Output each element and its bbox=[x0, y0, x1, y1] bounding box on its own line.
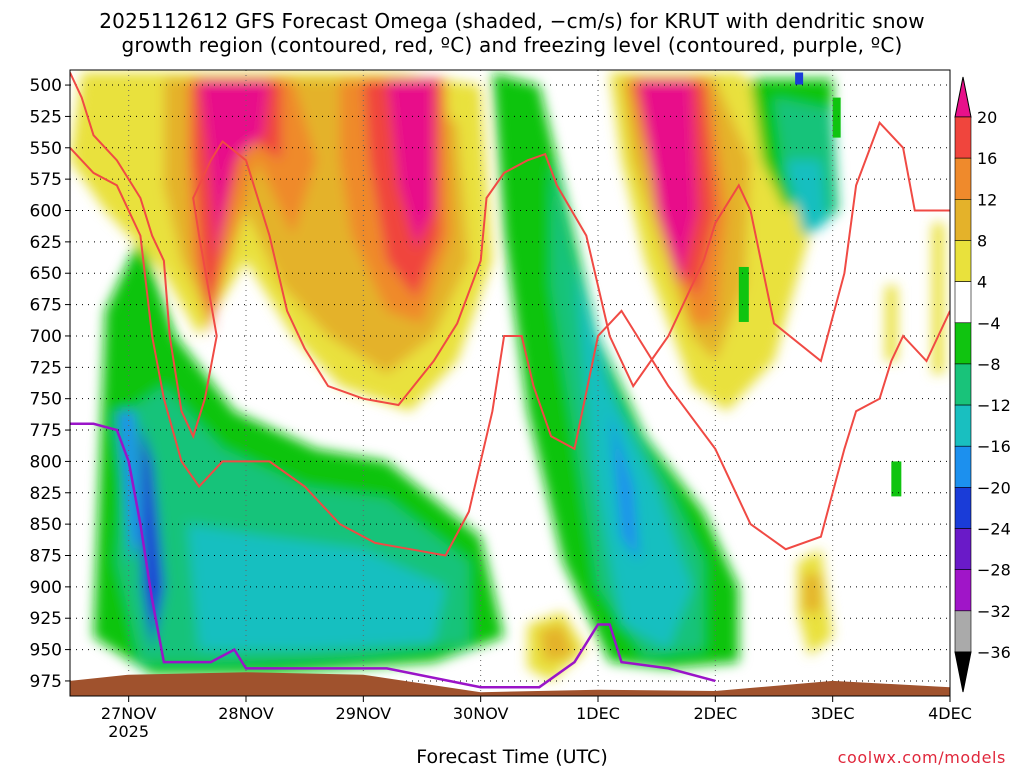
colorbar: 20 16 12 8 4 −4 −8 −12 −16 −20 −24 −28 −32 −36 bbox=[954, 76, 1011, 693]
y-tick-label-1: 525 bbox=[30, 107, 62, 127]
y-tick-label-14: 850 bbox=[30, 515, 62, 535]
y-tick-label-8: 700 bbox=[30, 327, 62, 347]
colorbar-box-3 bbox=[954, 240, 972, 282]
y-tick-label-17: 925 bbox=[30, 609, 62, 629]
colorbar-box-1 bbox=[954, 157, 972, 200]
y-tick-label-15: 875 bbox=[30, 546, 62, 566]
y-tick-label-12: 800 bbox=[30, 452, 62, 472]
y-tick-label-18: 950 bbox=[30, 641, 62, 661]
colorbar-box-8 bbox=[954, 445, 972, 488]
omega-blob-4 bbox=[140, 423, 164, 650]
x-tick-label-5: 2DEC bbox=[693, 704, 737, 723]
colorbar-tick-0: 20 bbox=[977, 108, 997, 127]
x-axis: 27NOV 28NOV 29NOV 30NOV 1DEC 2DEC 3DEC 4DEC 2025 bbox=[101, 696, 972, 741]
colorbar-tick-9: −20 bbox=[977, 478, 1011, 497]
chart-title-line2: growth region (contoured, red, ºC) and f… bbox=[121, 33, 903, 57]
colorbar-tick-12: −32 bbox=[977, 602, 1011, 621]
colorbar-top-triangle bbox=[954, 76, 972, 118]
omega-blob-21 bbox=[639, 78, 698, 286]
dendritic-contour-1 bbox=[70, 147, 950, 557]
x-tick-label-3: 30NOV bbox=[453, 704, 509, 723]
colorbar-tick-6: −8 bbox=[977, 355, 1001, 374]
omega-blob-24 bbox=[785, 160, 827, 236]
y-tick-label-9: 725 bbox=[30, 358, 62, 378]
omega-blob-11 bbox=[199, 78, 270, 261]
colorbar-tick-8: −16 bbox=[977, 437, 1011, 456]
x-tick-label-4: 1DEC bbox=[576, 704, 620, 723]
omega-shading bbox=[70, 72, 945, 681]
omega-cell-c bbox=[738, 266, 749, 322]
y-tick-label-6: 650 bbox=[30, 264, 62, 284]
colorbar-tick-10: −24 bbox=[977, 520, 1011, 539]
omega-blob-26 bbox=[539, 624, 575, 663]
x-axis-label: Forecast Time (UTC) bbox=[416, 746, 608, 768]
terrain bbox=[70, 672, 950, 696]
colorbar-box-11 bbox=[954, 569, 972, 612]
y-tick-label-5: 625 bbox=[30, 233, 62, 253]
omega-blob-12 bbox=[386, 78, 434, 249]
colorbar-tick-2: 12 bbox=[977, 190, 997, 209]
x-tick-label-6: 3DEC bbox=[811, 704, 855, 723]
x-tick-label-2: 29NOV bbox=[336, 704, 392, 723]
x-tick-label-1: 28NOV bbox=[218, 704, 274, 723]
y-tick-label-3: 575 bbox=[30, 170, 62, 190]
credit-text: coolwx.com/models bbox=[837, 748, 1006, 767]
freezing-contour bbox=[70, 422, 716, 689]
plot-frame bbox=[69, 69, 951, 697]
colorbar-box-0 bbox=[954, 116, 972, 159]
colorbar-bottom-triangle bbox=[954, 651, 972, 693]
colorbar-tick-3: 8 bbox=[977, 231, 987, 250]
omega-blob-15 bbox=[574, 260, 692, 650]
colorbar-tick-11: −28 bbox=[977, 561, 1011, 580]
y-axis: 500 525 550 575 600 625 650 675 700 725 750 775 800 8… bbox=[30, 76, 70, 692]
colorbar-box-9 bbox=[954, 487, 972, 529]
omega-blob-28 bbox=[803, 574, 821, 612]
colorbar-box-5 bbox=[954, 322, 972, 365]
omega-cell-b bbox=[832, 97, 841, 138]
x-tick-label-7: 4DEC bbox=[928, 704, 972, 723]
colorbar-tick-7: −12 bbox=[977, 396, 1011, 415]
y-tick-label-19: 975 bbox=[30, 672, 62, 692]
colorbar-tick-13: −36 bbox=[977, 643, 1011, 662]
colorbar-tick-5: −4 bbox=[977, 314, 1001, 333]
chart-title-line1: 2025112612 GFS Forecast Omega (shaded, −… bbox=[99, 9, 925, 33]
y-tick-label-10: 750 bbox=[30, 390, 62, 410]
y-tick-label-2: 550 bbox=[30, 139, 62, 159]
dendritic-contour-0 bbox=[70, 72, 950, 440]
colorbar-box-6 bbox=[954, 363, 972, 406]
y-tick-label-4: 600 bbox=[30, 202, 62, 222]
colorbar-box-7 bbox=[954, 404, 972, 447]
contours bbox=[70, 72, 950, 689]
omega-blob-29 bbox=[885, 285, 898, 361]
colorbar-box-12 bbox=[954, 610, 972, 653]
colorbar-box-10 bbox=[954, 528, 972, 570]
y-tick-label-0: 500 bbox=[30, 76, 62, 96]
y-tick-label-11: 775 bbox=[30, 421, 62, 441]
omega-cell-d bbox=[891, 461, 902, 497]
colorbar-tick-4: 4 bbox=[977, 273, 987, 292]
y-tick-label-13: 825 bbox=[30, 484, 62, 504]
colorbar-box-2 bbox=[954, 199, 972, 241]
omega-blob-16 bbox=[609, 411, 640, 562]
x-tick-year-label: 2025 bbox=[108, 722, 149, 741]
terrain-fill bbox=[70, 672, 950, 696]
y-tick-label-7: 675 bbox=[30, 296, 62, 316]
omega-cell-a bbox=[795, 72, 804, 85]
x-tick-label-0: 27NOV bbox=[101, 704, 157, 723]
colorbar-tick-1: 16 bbox=[977, 149, 997, 168]
omega-blob-30 bbox=[932, 223, 945, 374]
colorbar-box-4 bbox=[954, 281, 972, 324]
y-tick-label-16: 900 bbox=[30, 578, 62, 598]
